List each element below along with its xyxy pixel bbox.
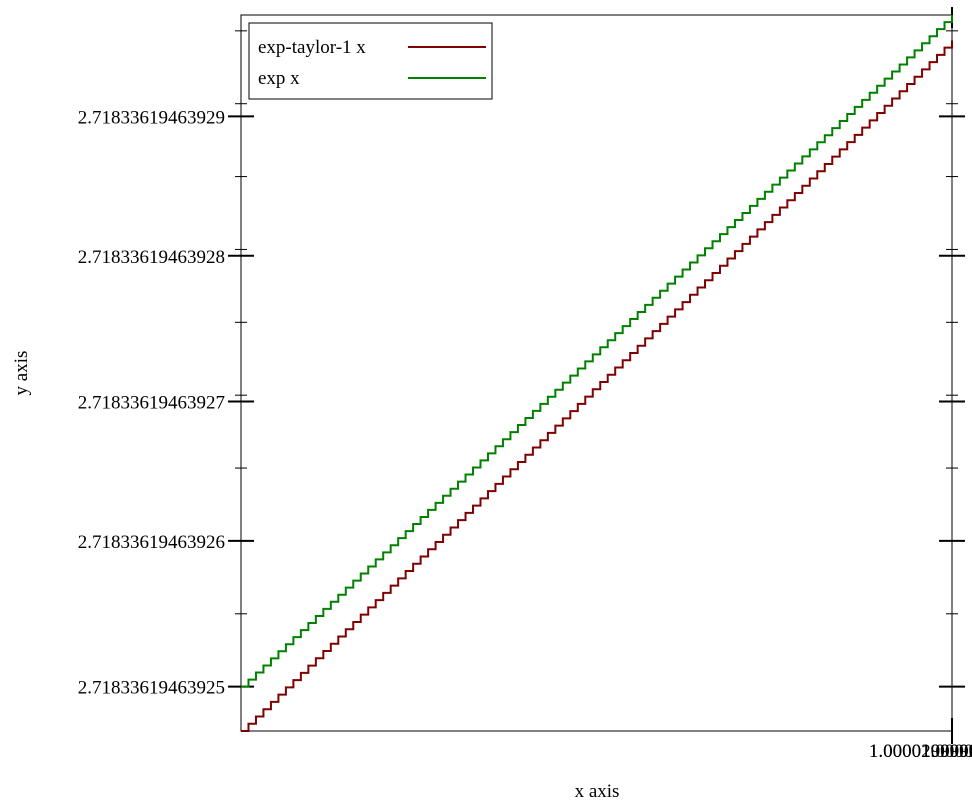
y-tick-label: 2.71833619463926 (78, 532, 225, 553)
y-tick-label: 2.71833619463928 (78, 247, 225, 268)
axis-ticks (228, 7, 965, 744)
y-tick-label: 2.71833619463929 (78, 107, 225, 128)
plot-frame (240, 14, 953, 732)
y-axis-title: y axis (11, 351, 32, 396)
x-tick-label: 1.00002 (921, 741, 972, 762)
x-tick-label: 1.0000200000000005 (869, 741, 972, 762)
legend-label-exp: exp x (258, 68, 300, 89)
series-layer (241, 15, 953, 732)
legend-box (248, 22, 493, 100)
x-tick-label: 1.0000199999999995 (869, 741, 972, 762)
x-axis-title: x axis (575, 781, 620, 802)
legend-label-exp-taylor-1: exp-taylor-1 x (258, 37, 366, 58)
tick-labels: 1.00001999999999951.000021.0000200000000… (78, 107, 972, 762)
legend: exp-taylor-1 x exp x (248, 22, 493, 100)
y-tick-label: 2.71833619463925 (78, 678, 225, 699)
series-line-0 (241, 40, 953, 732)
y-tick-label: 2.71833619463927 (78, 393, 225, 414)
series-line-1 (241, 15, 953, 688)
